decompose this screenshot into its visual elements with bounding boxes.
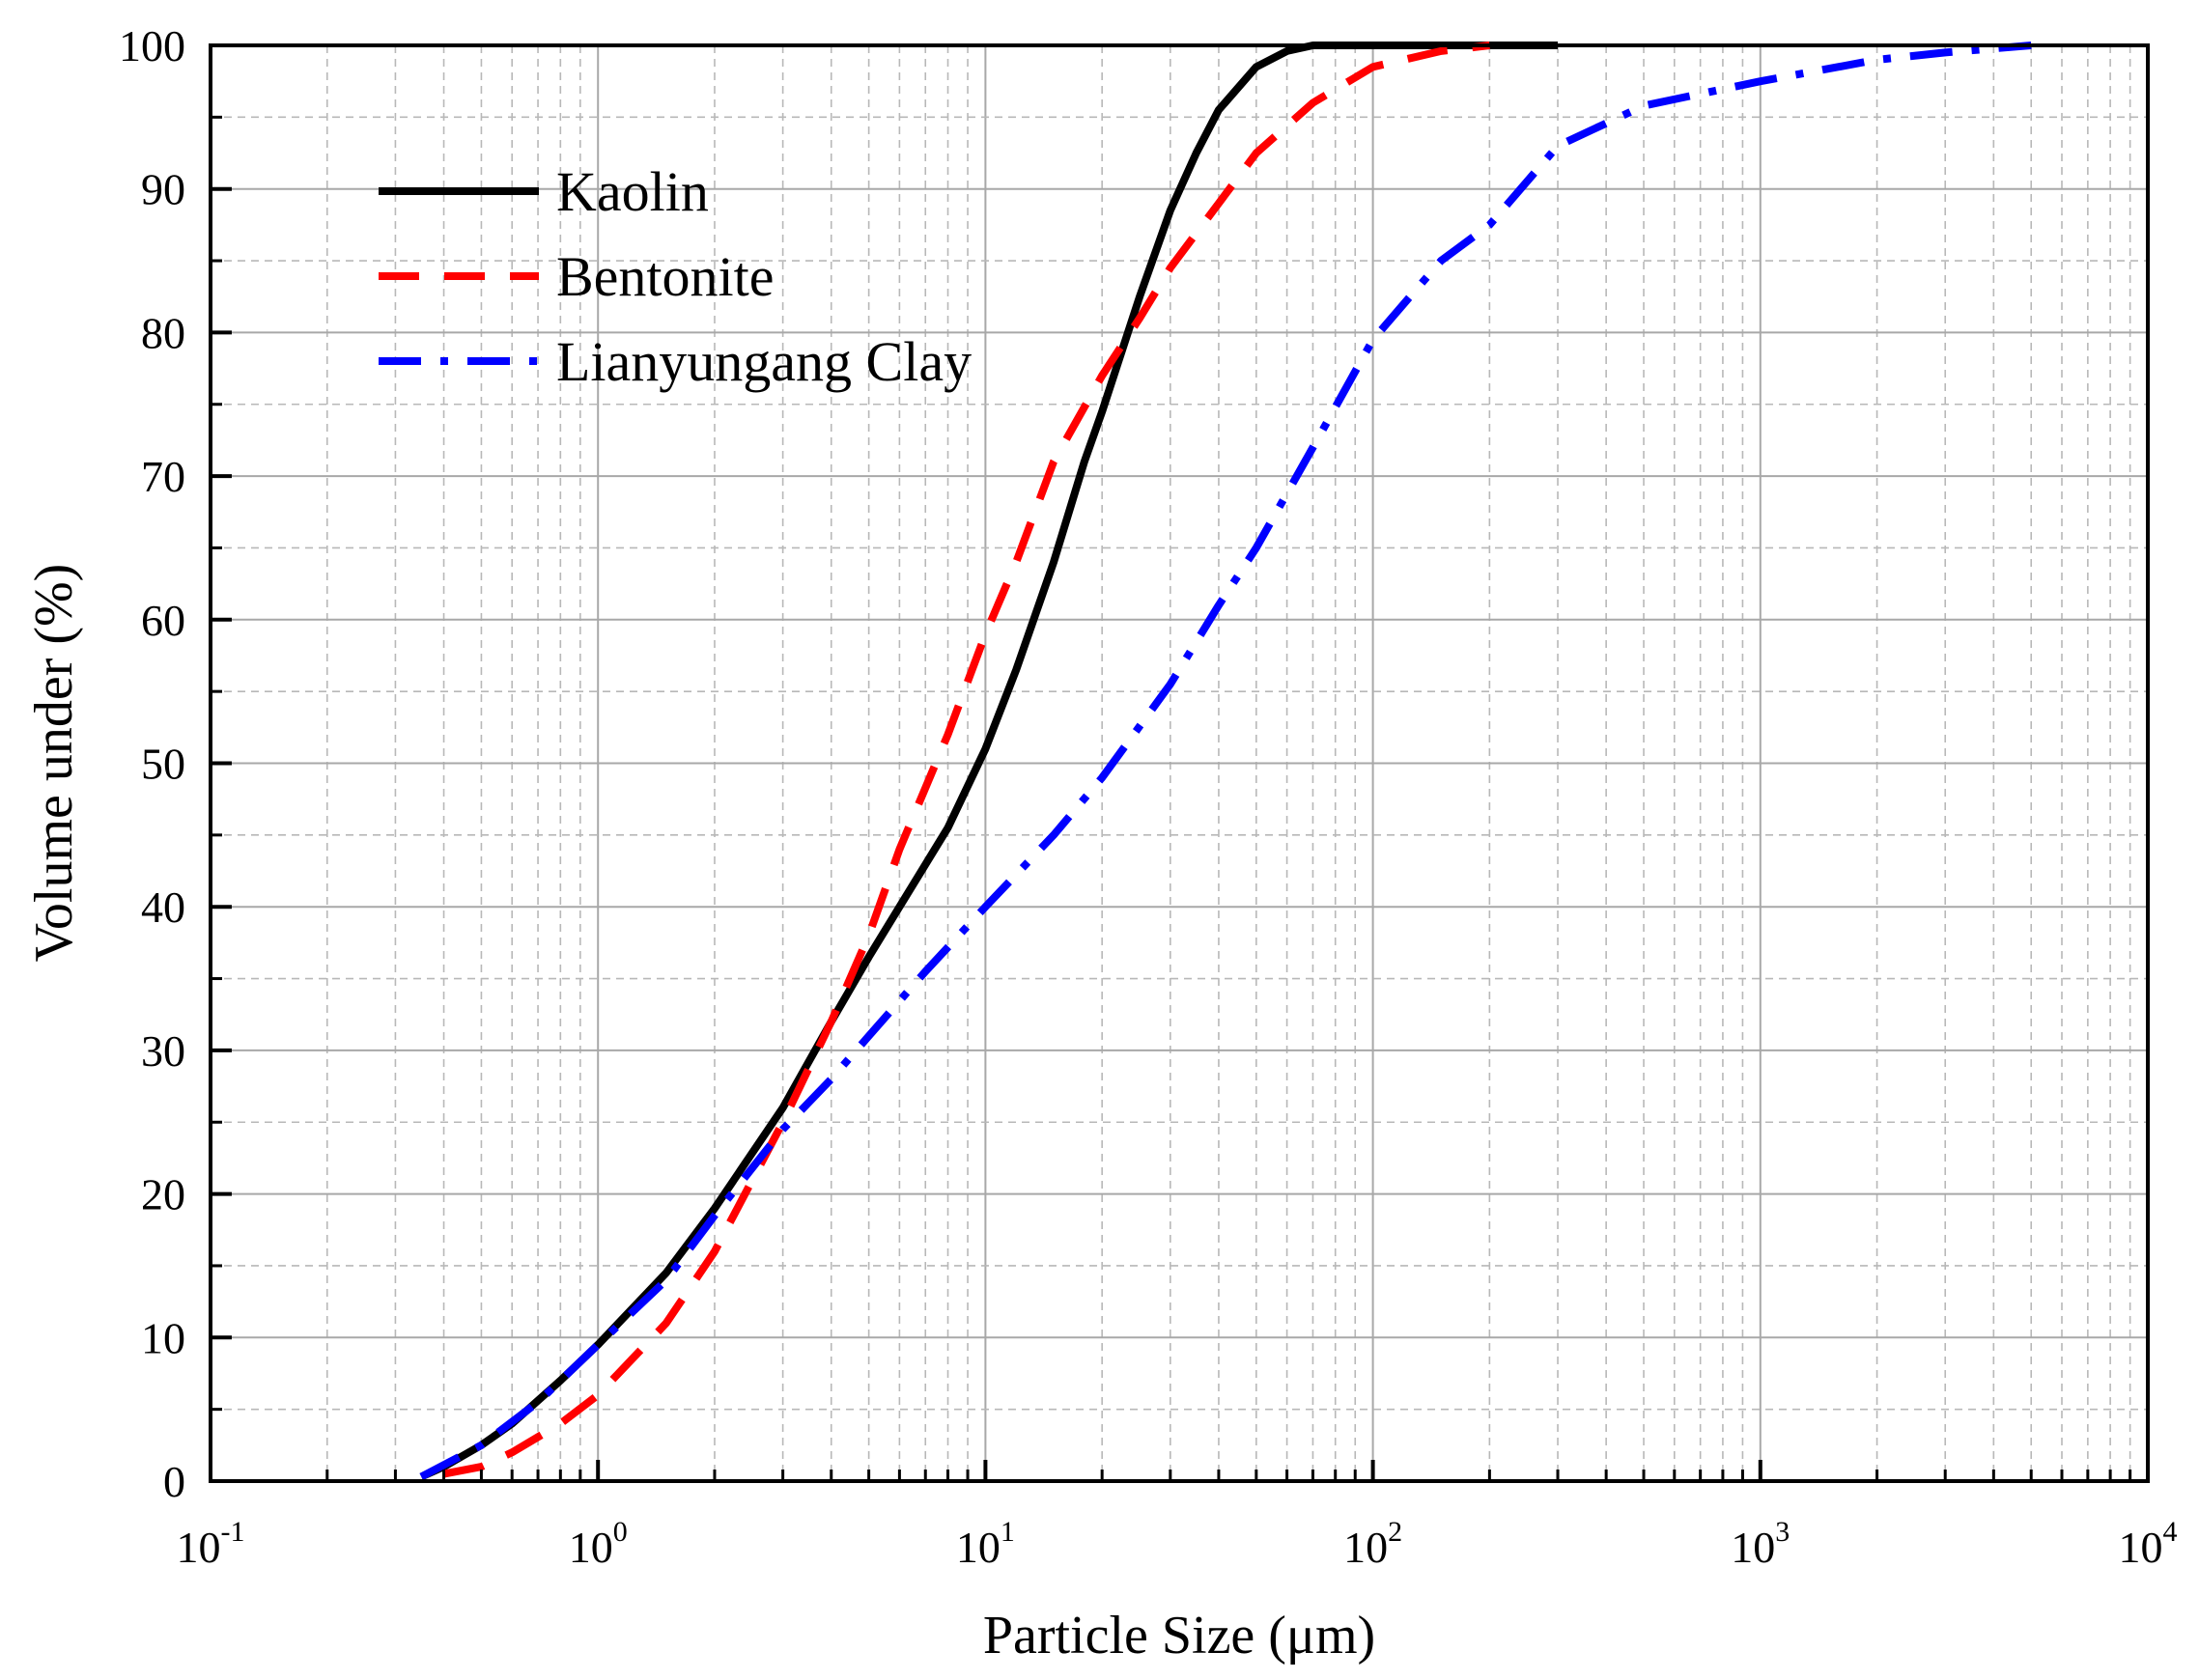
y-tick-label: 0	[163, 1457, 185, 1506]
y-axis-title: Volume under (%)	[24, 564, 84, 963]
y-tick-label: 20	[141, 1170, 185, 1219]
x-tick-label: 101	[956, 1516, 1015, 1572]
x-tick-label: 102	[1343, 1516, 1402, 1572]
x-tick-label: 100	[569, 1516, 628, 1572]
legend-label: Kaolin	[556, 160, 709, 223]
y-tick-label: 90	[141, 165, 185, 214]
series-line-lianyungang-clay	[419, 42, 2032, 1481]
series-line-bentonite	[442, 42, 1490, 1478]
legend-label: Lianyungang Clay	[556, 330, 972, 393]
y-tick-label: 70	[141, 452, 185, 501]
grid-layer	[211, 45, 2148, 1481]
y-tick-label: 40	[141, 882, 185, 932]
legend-label: Bentonite	[556, 245, 775, 308]
x-tick-label: 10-1	[177, 1516, 245, 1572]
y-tick-label: 80	[141, 308, 185, 357]
y-tick-label: 10	[141, 1313, 185, 1362]
y-tick-label: 100	[119, 21, 185, 70]
tick-label-layer: 0 10 20 30 40 50 60 70 80 90 100 10-1 100 101 102 103 10…	[119, 21, 2178, 1572]
x-tick-label: 104	[2119, 1516, 2178, 1572]
y-tick-label: 60	[141, 596, 185, 645]
legend: Kaolin Bentonite Lianyungang Clay	[379, 160, 972, 393]
y-tick-label: 50	[141, 740, 185, 789]
y-tick-label: 30	[141, 1026, 185, 1076]
x-axis-title: Particle Size (μm)	[983, 1606, 1375, 1666]
x-tick-label: 103	[1731, 1516, 1790, 1572]
series-layer	[419, 42, 2032, 1481]
tick-layer	[209, 43, 2132, 1483]
